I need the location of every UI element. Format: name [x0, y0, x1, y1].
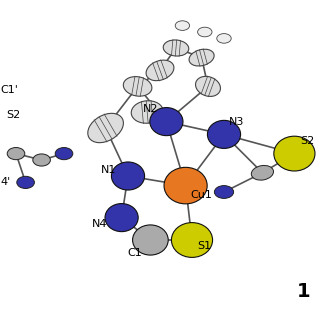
- Text: S2: S2: [6, 110, 21, 120]
- Ellipse shape: [198, 27, 212, 37]
- Text: C1': C1': [0, 84, 18, 95]
- Ellipse shape: [105, 204, 138, 232]
- Text: N2: N2: [143, 104, 158, 114]
- Ellipse shape: [17, 176, 35, 188]
- Ellipse shape: [163, 40, 189, 56]
- Ellipse shape: [131, 101, 163, 123]
- Text: N3: N3: [229, 116, 244, 127]
- Ellipse shape: [251, 165, 274, 180]
- Ellipse shape: [172, 223, 212, 257]
- Text: Cu1: Cu1: [191, 190, 212, 200]
- Ellipse shape: [207, 120, 241, 148]
- Ellipse shape: [132, 225, 168, 255]
- Ellipse shape: [111, 162, 145, 190]
- Ellipse shape: [55, 148, 73, 160]
- Ellipse shape: [7, 148, 25, 160]
- Text: S2: S2: [300, 136, 314, 146]
- Ellipse shape: [189, 49, 214, 66]
- Ellipse shape: [164, 167, 207, 204]
- Ellipse shape: [123, 76, 152, 96]
- Ellipse shape: [175, 21, 190, 30]
- Ellipse shape: [214, 186, 234, 198]
- Text: 4': 4': [0, 177, 10, 188]
- Ellipse shape: [150, 108, 183, 136]
- Text: N4: N4: [92, 219, 107, 229]
- Text: C1: C1: [127, 248, 142, 258]
- Ellipse shape: [196, 76, 220, 96]
- Ellipse shape: [217, 34, 231, 43]
- Ellipse shape: [33, 154, 51, 166]
- Ellipse shape: [88, 113, 124, 143]
- Ellipse shape: [146, 60, 174, 81]
- Text: S1: S1: [198, 241, 212, 252]
- Ellipse shape: [274, 136, 315, 171]
- Text: N1: N1: [101, 164, 116, 175]
- Text: 1: 1: [297, 282, 310, 301]
